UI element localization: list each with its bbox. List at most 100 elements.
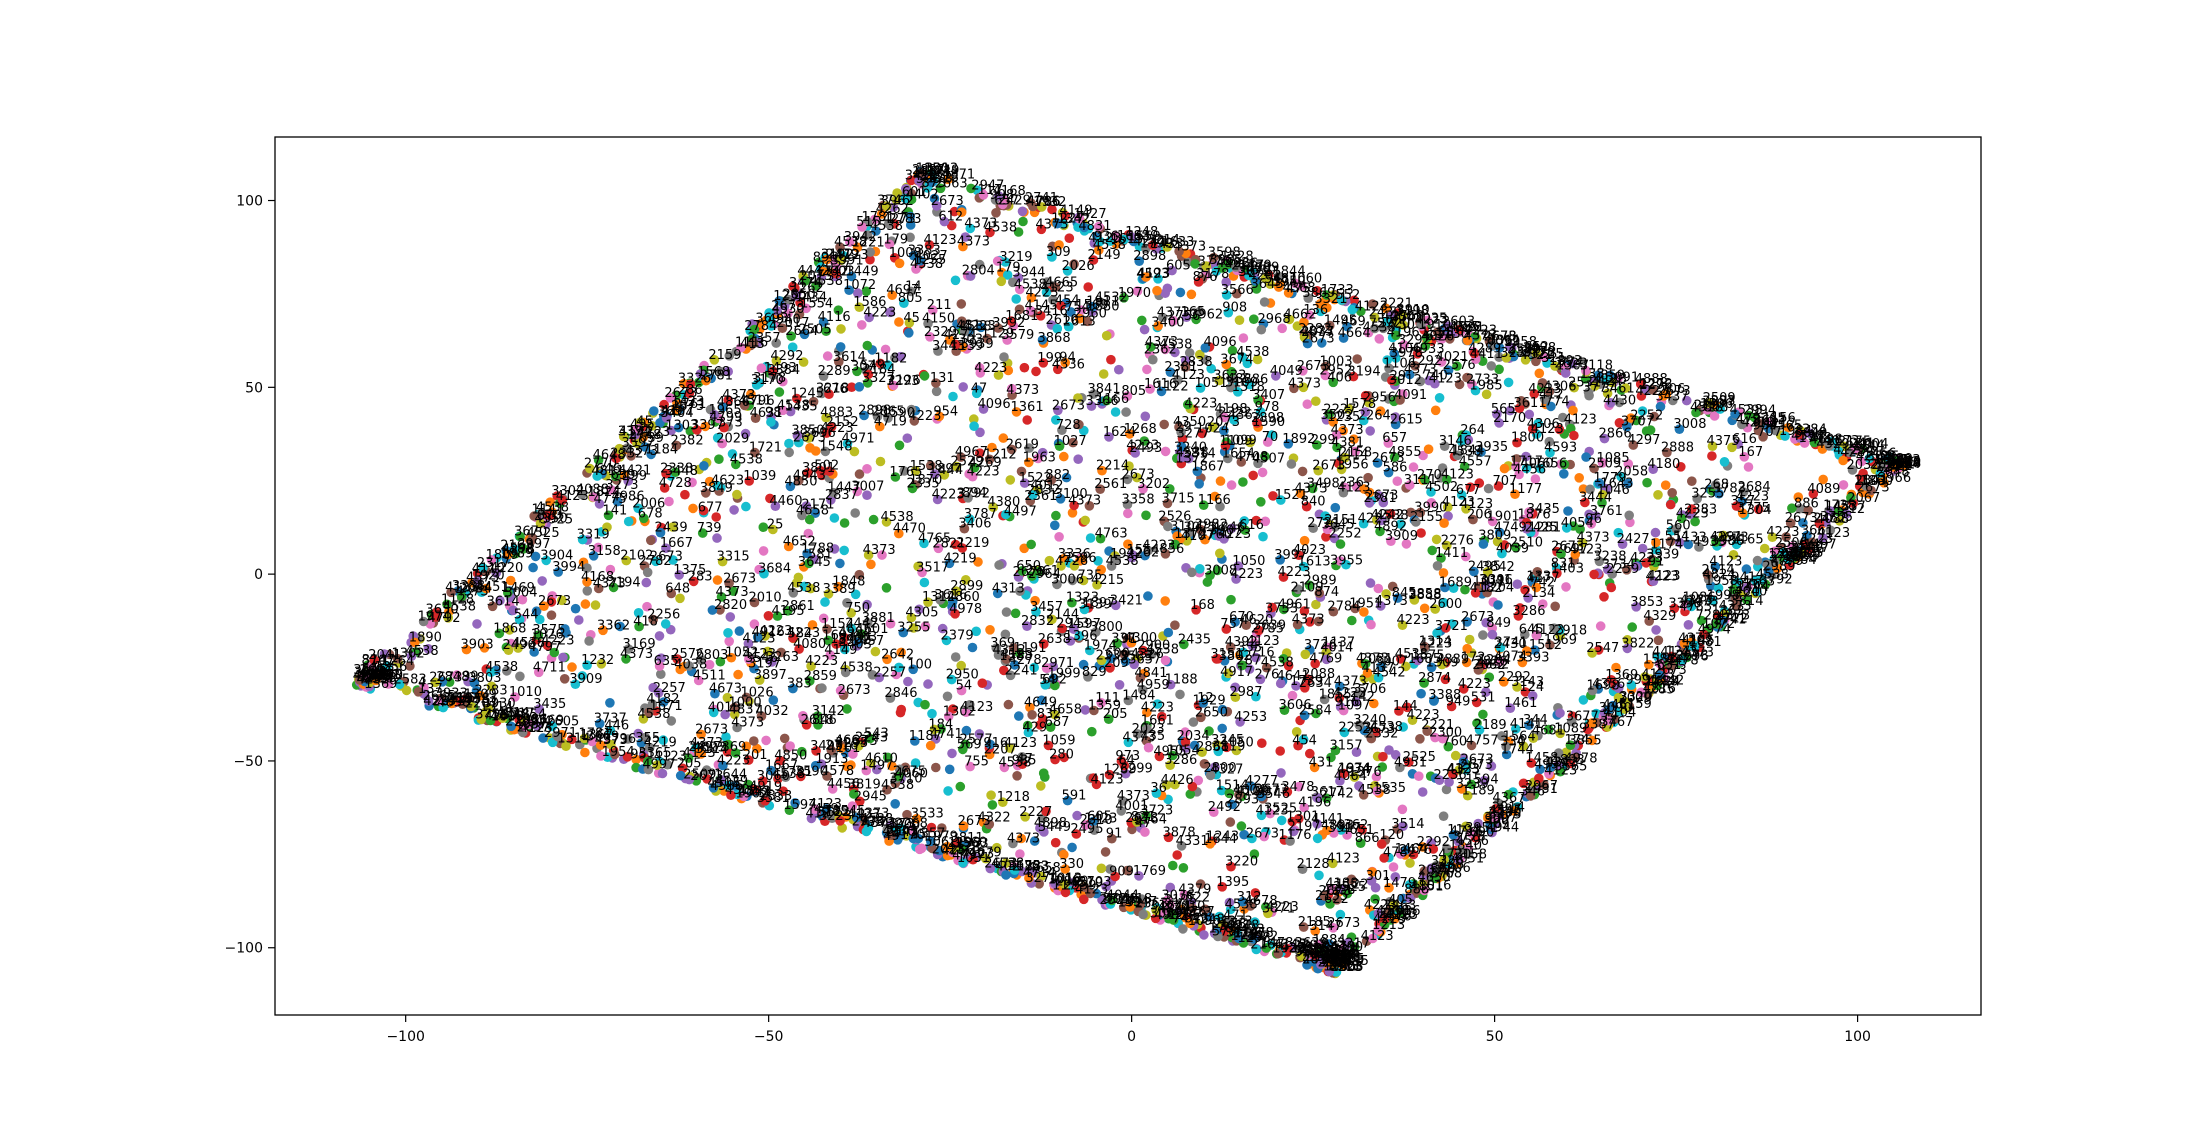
point-label: 1958	[1504, 335, 1537, 350]
point-label: 4538	[787, 581, 820, 596]
data-point	[1076, 305, 1087, 316]
data-point	[862, 378, 873, 388]
point-label: 605	[1166, 259, 1191, 274]
data-point	[1051, 415, 1061, 425]
data-point	[1031, 366, 1041, 377]
data-point	[714, 454, 724, 465]
data-point	[861, 765, 872, 776]
point-label: 1586	[853, 295, 886, 310]
data-point	[461, 644, 472, 655]
point-label: 3994	[552, 560, 585, 575]
point-label: 1051	[1195, 376, 1228, 391]
point-label: 3286	[1512, 604, 1545, 619]
point-label: 677	[698, 501, 723, 516]
data-point	[1438, 811, 1449, 821]
point-label: 757	[1369, 317, 1394, 332]
point-label: 2292	[1417, 835, 1450, 850]
data-point	[868, 514, 879, 525]
data-point	[1430, 405, 1441, 416]
point-label: 4350	[535, 511, 568, 526]
point-label: 2221	[1380, 296, 1413, 311]
point-label: 3383	[908, 244, 941, 259]
point-label: 4106	[1388, 342, 1421, 357]
data-point	[931, 386, 942, 397]
point-label: 1698	[1587, 679, 1620, 694]
data-point	[1365, 578, 1376, 588]
point-label: 2650	[1195, 705, 1228, 720]
point-label: 4430	[1603, 394, 1636, 409]
point-label: 1976	[1728, 577, 1761, 592]
y-tick-label: 100	[236, 194, 263, 210]
data-point	[1175, 287, 1186, 298]
point-label: 569	[957, 737, 982, 752]
point-label: 1974	[1338, 762, 1371, 777]
data-point	[1434, 393, 1445, 403]
data-point	[1170, 347, 1180, 358]
point-label: 1965	[709, 403, 742, 418]
point-label: 25	[767, 518, 784, 533]
data-point	[734, 626, 745, 636]
data-point	[1186, 289, 1197, 300]
data-point	[881, 583, 892, 593]
data-point	[1335, 681, 1345, 692]
point-label: 1901	[1487, 509, 1520, 524]
data-point	[743, 638, 754, 649]
point-label: 4223	[1630, 551, 1663, 566]
data-point	[1518, 778, 1529, 789]
data-point	[1297, 864, 1308, 874]
data-point	[871, 226, 881, 236]
point-label: 2603	[1442, 314, 1475, 329]
data-point	[1003, 699, 1014, 710]
point-label: 1868	[493, 621, 526, 636]
point-label: 3202	[1137, 477, 1170, 492]
data-point	[768, 524, 778, 535]
point-label: 1461	[1504, 696, 1537, 711]
point-label: 3566	[1221, 283, 1254, 298]
y-tick-label: −50	[233, 754, 263, 770]
data-point	[1574, 473, 1584, 483]
data-point	[750, 447, 760, 458]
data-point	[810, 508, 820, 518]
point-label: 74	[1602, 709, 1619, 724]
point-label: 2384	[1794, 423, 1827, 438]
point-label: 2383	[1684, 502, 1717, 517]
point-label: 612	[938, 210, 963, 225]
point-label: 2289	[818, 364, 851, 379]
data-point	[1299, 606, 1310, 616]
data-point	[577, 671, 588, 681]
point-label: 4538	[1176, 446, 1209, 461]
point-label: 1205	[1168, 908, 1201, 923]
point-label: 2615	[1390, 413, 1423, 428]
data-point	[727, 449, 738, 459]
data-point	[1589, 569, 1599, 580]
data-point	[1743, 462, 1754, 472]
data-point	[792, 393, 802, 404]
data-point	[902, 433, 913, 444]
point-label: 2381	[1164, 360, 1197, 375]
data-point	[1122, 865, 1132, 876]
data-point	[1176, 427, 1186, 437]
point-label: 3853	[1630, 595, 1663, 610]
point-label: 3992	[992, 316, 1025, 331]
data-point	[1493, 600, 1503, 610]
data-point	[1114, 364, 1124, 375]
point-label: 2155	[1410, 510, 1443, 525]
data-point	[862, 599, 872, 610]
data-point	[783, 308, 793, 319]
data-point	[1208, 422, 1218, 433]
data-point	[1737, 508, 1748, 518]
data-point	[1365, 426, 1375, 436]
point-label: 4916	[752, 625, 785, 640]
data-point	[1204, 726, 1214, 736]
data-point	[1374, 334, 1385, 344]
point-label: 1613	[1298, 555, 1331, 570]
data-point	[1299, 802, 1309, 813]
point-label: 3404	[661, 406, 694, 421]
point-label: 1059	[1042, 733, 1075, 748]
point-label: 1302	[943, 704, 976, 719]
point-label: 4961	[1278, 597, 1311, 612]
data-point	[683, 753, 694, 763]
point-label: 805	[898, 291, 923, 306]
point-label: 686	[1244, 373, 1269, 388]
x-tick-label: 50	[1486, 1029, 1504, 1045]
